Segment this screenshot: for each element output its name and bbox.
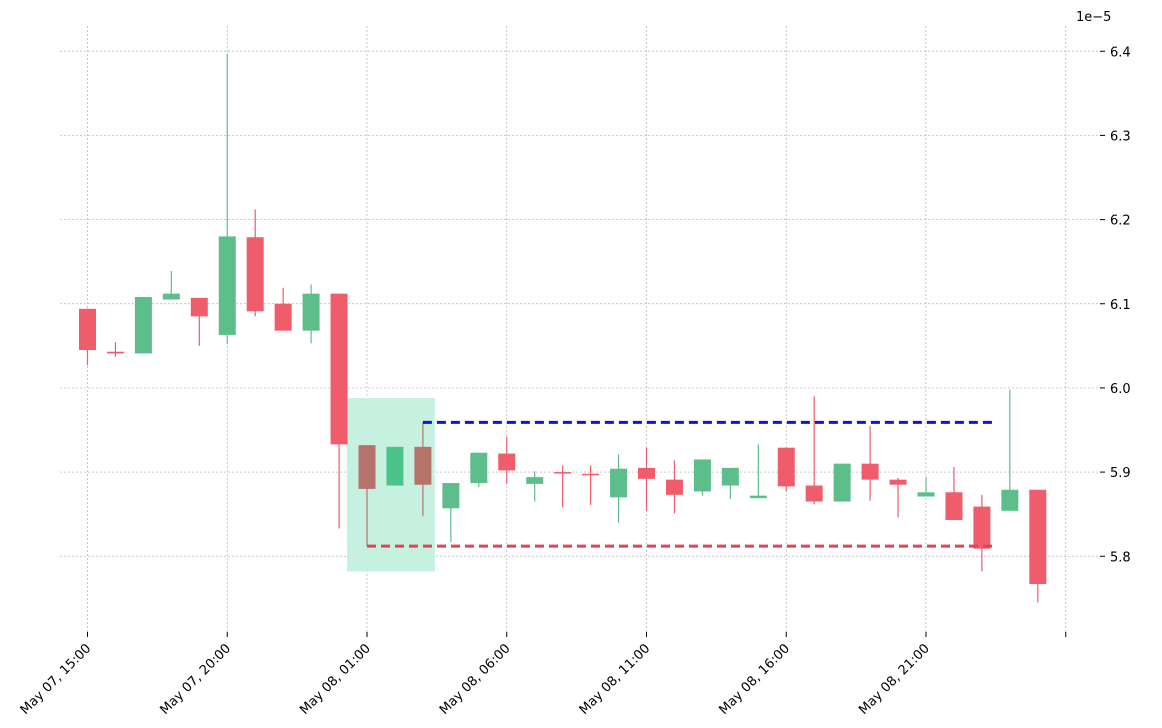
candle	[1001, 389, 1019, 511]
candle	[106, 342, 124, 357]
candle	[79, 308, 96, 366]
candle-body	[470, 452, 488, 484]
candle	[917, 477, 935, 497]
candle-body	[442, 483, 460, 509]
candle	[526, 471, 544, 502]
y-tick-label: 5.8	[1110, 550, 1131, 565]
candle	[777, 447, 795, 492]
candle-body	[665, 479, 683, 495]
candle	[638, 447, 655, 511]
candle-body	[582, 473, 600, 476]
candle-body	[693, 459, 711, 492]
candle-body	[274, 303, 292, 331]
x-tick-label: May 08, 21:00	[856, 641, 933, 718]
candle	[470, 452, 488, 488]
candle-body	[777, 447, 795, 487]
axes: 5.8 5.9 6.0 6.1 6.2 6.3 6.4 May 07, 15:00 May 07…	[18, 45, 1131, 718]
y-tick-label: 6.2	[1110, 214, 1131, 229]
candle-body	[945, 492, 963, 521]
candle	[582, 465, 600, 505]
candle-body	[917, 492, 935, 497]
candle	[274, 287, 292, 331]
candle	[498, 436, 516, 484]
candle-body	[218, 236, 236, 335]
candle-body	[833, 463, 851, 502]
candles	[79, 53, 1047, 603]
candle-body	[106, 351, 124, 354]
candle	[1029, 489, 1047, 603]
candle-body	[1029, 489, 1047, 585]
x-tick-label: May 08, 16:00	[717, 641, 794, 718]
candle-body	[134, 297, 152, 354]
candle-body	[1001, 489, 1019, 511]
candle-body	[526, 477, 544, 484]
candle	[246, 209, 264, 317]
candle	[833, 463, 851, 502]
x-tick-label: May 08, 01:00	[297, 641, 374, 718]
candle	[945, 467, 963, 521]
levels	[367, 420, 996, 548]
candle	[889, 477, 907, 518]
candle-body	[721, 467, 739, 486]
candle-body	[554, 472, 572, 474]
candle	[190, 297, 208, 346]
candle	[610, 454, 628, 523]
y-tick-label: 6.4	[1110, 45, 1131, 60]
candle	[162, 270, 180, 300]
candle-body	[861, 463, 879, 480]
candle-body	[414, 446, 432, 485]
candle-body	[79, 308, 96, 351]
candle-body	[805, 485, 823, 502]
candle	[218, 53, 236, 345]
x-tick-label: May 07, 15:00	[18, 641, 95, 718]
candle-body	[749, 495, 767, 499]
candle	[665, 460, 683, 514]
y-tick-label: 6.3	[1110, 129, 1131, 144]
candle	[721, 467, 739, 500]
y-tick-label: 6.1	[1110, 298, 1131, 313]
candle	[693, 459, 711, 496]
candle-body	[973, 506, 991, 549]
candle	[442, 483, 460, 542]
candle	[749, 444, 767, 499]
candle-body	[889, 479, 907, 485]
candle-body	[330, 293, 348, 445]
candle-body	[162, 293, 180, 300]
x-tick-label: May 08, 11:00	[577, 641, 654, 718]
candle	[554, 465, 572, 508]
candle-body	[498, 453, 516, 471]
candle	[330, 293, 348, 529]
candle-body	[386, 446, 404, 486]
x-tick-label: May 08, 06:00	[437, 641, 514, 718]
candle	[358, 445, 376, 547]
gridlines	[60, 26, 1100, 632]
candle-body	[190, 297, 208, 317]
y-tick-label: 5.9	[1110, 466, 1131, 481]
candle-body	[302, 293, 320, 331]
x-tick-label: May 07, 20:00	[158, 641, 235, 718]
y-tick-label: 6.0	[1110, 382, 1131, 397]
candle	[861, 425, 879, 501]
candle	[134, 297, 152, 354]
candle	[414, 422, 432, 516]
candle-body	[246, 237, 264, 312]
candle	[805, 396, 823, 505]
candle	[386, 446, 404, 486]
y-scale-note: 1e−5	[1076, 10, 1111, 25]
candle-body	[610, 468, 628, 498]
candle-body	[638, 467, 655, 479]
candle-body	[358, 445, 376, 489]
candle	[302, 284, 320, 344]
candle	[973, 494, 991, 572]
